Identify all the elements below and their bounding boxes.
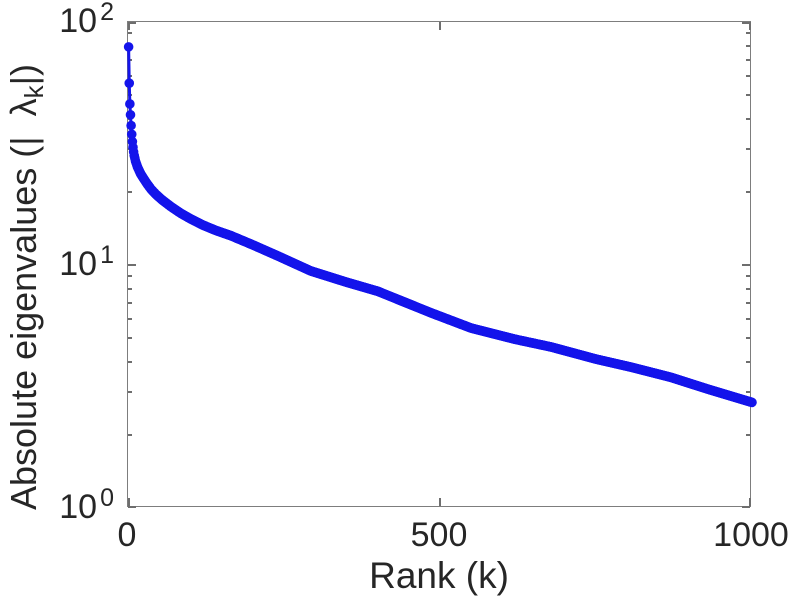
eigenvalue-scatter-canvas xyxy=(116,10,764,520)
y-axis-label: Absolute eigenvalues (| λk|) xyxy=(3,64,49,510)
y-tick-base: 10 xyxy=(59,2,98,40)
lambda-subscript: k xyxy=(19,85,49,99)
y-tick-label-1: 10 0 xyxy=(59,486,114,526)
y-axis-label-suffix: |) xyxy=(3,64,44,86)
y-tick-label-10: 10 1 xyxy=(59,243,114,283)
y-tick-base: 10 xyxy=(59,488,98,526)
y-tick-exponent: 2 xyxy=(100,0,114,26)
x-tick-label-500: 500 xyxy=(410,516,468,554)
plot-area xyxy=(116,10,764,520)
y-tick-label-100: 10 2 xyxy=(59,0,114,40)
x-tick-label-0: 0 xyxy=(117,516,137,554)
y-axis-label-prefix: Absolute eigenvalues (| xyxy=(3,136,44,510)
y-tick-exponent: 0 xyxy=(100,484,114,512)
lambda-symbol: λ xyxy=(3,98,44,117)
x-tick-label-1000: 1000 xyxy=(713,516,789,554)
x-axis-label: Rank (k) xyxy=(369,555,509,596)
y-tick-base: 10 xyxy=(59,245,98,283)
y-tick-exponent: 1 xyxy=(100,241,114,269)
